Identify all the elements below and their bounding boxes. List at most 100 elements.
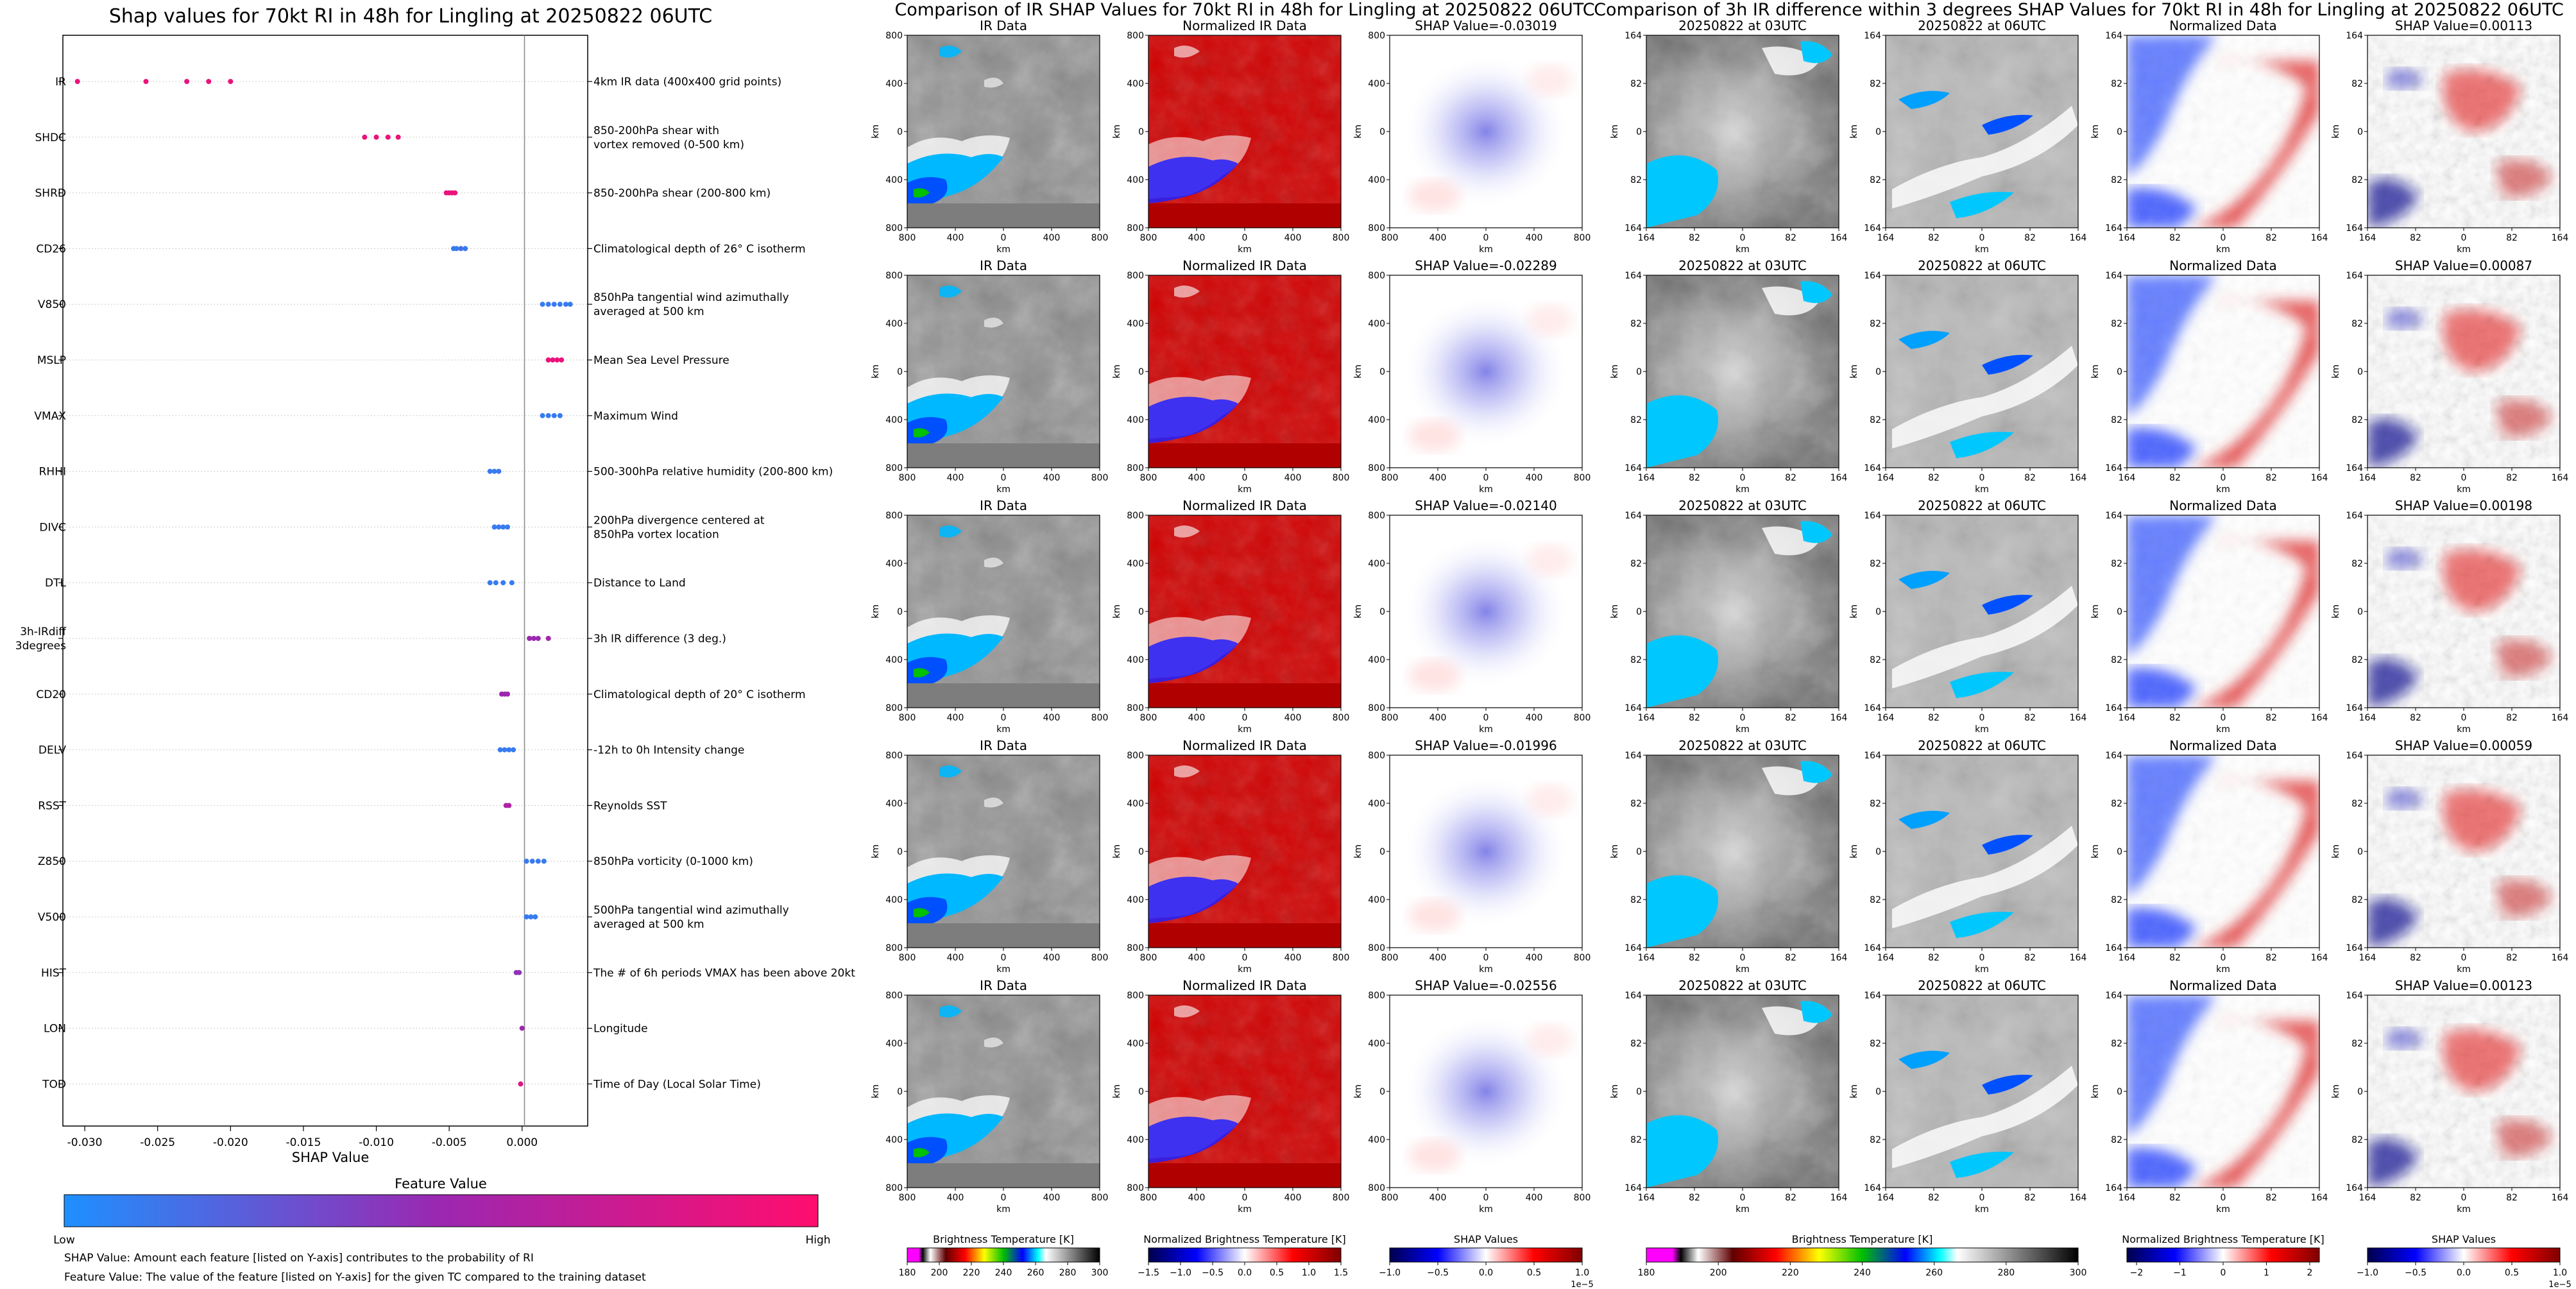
colorbar-low-label: Low xyxy=(53,1234,75,1247)
y-tick-label: 800 xyxy=(1368,31,1385,41)
panel-image xyxy=(1646,995,1839,1188)
y-tick-label: 800 xyxy=(1368,463,1385,474)
x-tick-label: 400 xyxy=(1284,233,1302,243)
colorbar-label: Normalized Brightness Temperature [K] xyxy=(1143,1233,1346,1245)
x-tick-label: 82 xyxy=(2024,1193,2036,1203)
feature-description: 850-200hPa shear (200-800 km) xyxy=(593,187,771,200)
x-tick-label: 82 xyxy=(2410,1193,2421,1203)
y-tick-label: 400 xyxy=(1127,655,1144,665)
y-tick-label: 82 xyxy=(1870,1039,1881,1049)
y-tick-label: 0 xyxy=(2357,127,2363,137)
shap-point xyxy=(540,413,545,418)
y-tick-label: 164 xyxy=(1864,511,1881,521)
ir-diff-shap-comparison-grid: Comparison of 3h IR difference within 3 … xyxy=(1594,0,2572,1289)
x-tick-label: 82 xyxy=(2506,953,2518,963)
shap-point xyxy=(535,636,541,641)
y-tick-label: 800 xyxy=(1127,31,1144,41)
x-tick-label: 164 xyxy=(2552,713,2569,723)
x-axis-label: km xyxy=(1479,1204,1493,1215)
panel-image xyxy=(1886,515,2078,708)
x-axis-label: km xyxy=(1238,964,1252,975)
x-axis-label: km xyxy=(1975,724,1989,735)
x-tick-label: 0 xyxy=(1979,473,1985,483)
panel-title: Normalized IR Data xyxy=(1182,738,1307,753)
y-tick-label: 82 xyxy=(2111,79,2122,89)
panel-image xyxy=(2367,755,2560,948)
y-tick-label: 400 xyxy=(1368,1135,1385,1145)
y-axis-label: km xyxy=(1112,1084,1122,1098)
shap-plot-frame xyxy=(62,35,588,1127)
x-tick-label: 400 xyxy=(947,713,964,723)
x-tick-label: -0.010 xyxy=(359,1136,394,1149)
y-tick-label: 400 xyxy=(1368,655,1385,665)
x-tick-label: 400 xyxy=(1188,1193,1206,1203)
y-tick-label: 82 xyxy=(2351,1135,2363,1145)
y-tick-label: 82 xyxy=(2111,319,2122,329)
y-tick-label: 164 xyxy=(1864,751,1881,761)
x-tick-label: -0.015 xyxy=(286,1136,321,1149)
y-tick-label: 800 xyxy=(885,31,903,41)
panel-image xyxy=(1390,275,1582,468)
x-tick-label: 800 xyxy=(1091,953,1109,963)
x-tick-label: 164 xyxy=(2119,953,2136,963)
colorbar-tick-label: −1.0 xyxy=(2357,1268,2378,1278)
colorbar-tick-label: −0.5 xyxy=(1427,1268,1449,1278)
x-tick-label: 0 xyxy=(1242,713,1248,723)
x-tick-label: 82 xyxy=(2265,953,2277,963)
y-tick-label: 0 xyxy=(1875,367,1881,377)
panel-image xyxy=(907,995,1100,1188)
x-tick-label: 800 xyxy=(1333,713,1350,723)
shap-point xyxy=(509,580,515,586)
x-tick-label: 400 xyxy=(1188,713,1206,723)
feature-description: The # of 6h periods VMAX has been above … xyxy=(593,967,855,980)
colorbar-tick-label: 1.5 xyxy=(1334,1268,1348,1278)
y-tick-label: 400 xyxy=(1127,415,1144,425)
y-tick-label: 0 xyxy=(2117,847,2122,857)
shap-point xyxy=(491,524,497,530)
feature-description: 500hPa tangential wind azimuthally xyxy=(593,904,789,917)
y-tick-label: 164 xyxy=(1864,223,1881,234)
x-axis-label: km xyxy=(2457,1204,2471,1215)
feature-row: DELV -12h to 0h Intensity change xyxy=(38,744,744,757)
y-tick-label: 0 xyxy=(2357,847,2363,857)
y-tick-label: 0 xyxy=(2357,607,2363,617)
panel-title: IR Data xyxy=(980,18,1027,33)
y-tick-label: 800 xyxy=(885,223,903,234)
x-tick-label: 164 xyxy=(2359,473,2376,483)
x-tick-label: 164 xyxy=(2552,233,2569,243)
y-tick-label: 164 xyxy=(1625,943,1642,953)
shap-point xyxy=(228,79,234,84)
panel-image xyxy=(1390,35,1582,228)
x-tick-label: 82 xyxy=(2169,473,2181,483)
x-tick-label: 400 xyxy=(1429,233,1447,243)
feature-name-label: Z850 xyxy=(38,855,66,868)
x-tick-label: 82 xyxy=(2265,233,2277,243)
y-tick-label: 0 xyxy=(2117,1087,2122,1097)
x-tick-label: 800 xyxy=(1333,233,1350,243)
y-tick-label: 400 xyxy=(885,895,903,905)
footnote-shap: SHAP Value: Amount each feature [listed … xyxy=(64,1252,534,1265)
feature-description: averaged at 500 km xyxy=(593,918,704,931)
y-axis-label: km xyxy=(871,604,881,619)
panel-image xyxy=(1148,995,1341,1188)
shap-point xyxy=(550,357,556,363)
y-tick-label: 0 xyxy=(1636,127,1642,137)
x-tick-label: 800 xyxy=(1333,1193,1350,1203)
colorbar-label: SHAP Values xyxy=(2432,1233,2496,1245)
shap-title: Shap values for 70kt RI in 48h for Lingl… xyxy=(109,5,712,28)
shap-summary-panel: Shap values for 70kt RI in 48h for Lingl… xyxy=(15,5,855,1284)
x-axis-label: km xyxy=(996,964,1011,975)
shap-point xyxy=(551,302,557,307)
y-tick-label: 82 xyxy=(2111,895,2122,905)
x-tick-label: 0 xyxy=(1483,233,1489,243)
x-axis-label: km xyxy=(1238,484,1252,495)
y-tick-label: 0 xyxy=(1636,847,1642,857)
panel-image xyxy=(1646,275,1839,468)
x-tick-label: 82 xyxy=(1928,473,1940,483)
y-tick-label: 82 xyxy=(1630,175,1642,185)
y-tick-label: 0 xyxy=(1875,847,1881,857)
x-tick-label: 164 xyxy=(2070,473,2087,483)
